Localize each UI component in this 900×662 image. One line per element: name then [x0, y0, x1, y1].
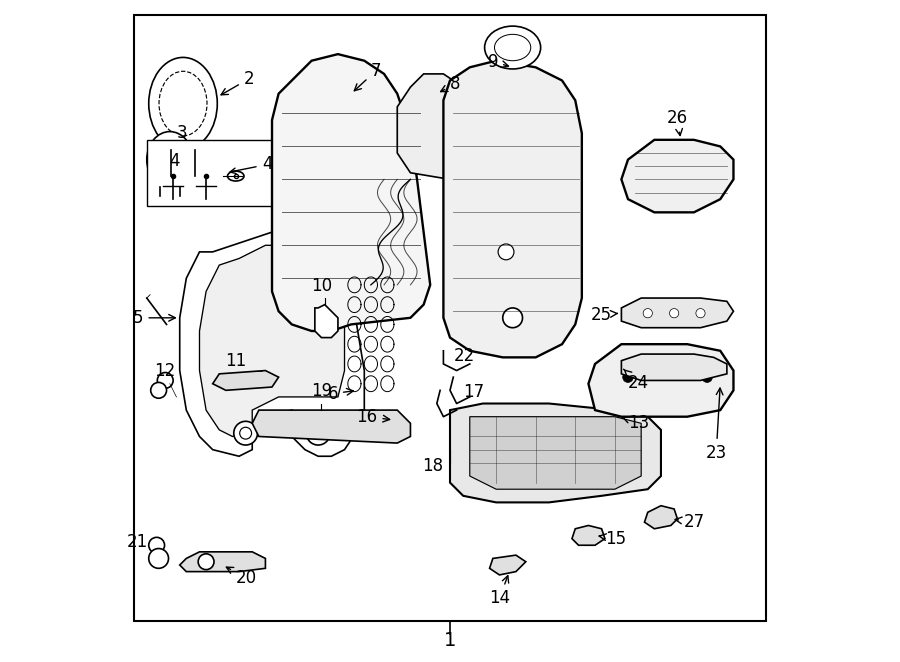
- Text: 9: 9: [488, 52, 508, 71]
- Polygon shape: [490, 555, 526, 575]
- Text: 15: 15: [599, 530, 626, 547]
- Circle shape: [623, 372, 634, 383]
- Polygon shape: [252, 410, 410, 443]
- Polygon shape: [200, 246, 345, 436]
- Ellipse shape: [494, 34, 531, 61]
- Polygon shape: [621, 354, 727, 381]
- Ellipse shape: [147, 132, 193, 187]
- Text: 4: 4: [169, 152, 180, 170]
- Text: 21: 21: [127, 533, 148, 551]
- FancyBboxPatch shape: [133, 15, 767, 621]
- Text: 27: 27: [675, 513, 705, 531]
- Circle shape: [306, 421, 330, 445]
- Polygon shape: [272, 54, 430, 331]
- Text: 18: 18: [422, 457, 444, 475]
- Text: 26: 26: [667, 109, 688, 136]
- Circle shape: [234, 421, 257, 445]
- Circle shape: [150, 383, 166, 399]
- Text: 5: 5: [133, 308, 176, 327]
- Ellipse shape: [228, 171, 244, 181]
- Circle shape: [198, 554, 214, 569]
- Polygon shape: [315, 305, 338, 338]
- Text: 12: 12: [155, 361, 176, 379]
- Text: 22: 22: [454, 347, 474, 365]
- Polygon shape: [212, 371, 279, 391]
- Text: 24: 24: [624, 369, 649, 392]
- Text: 14: 14: [489, 576, 510, 608]
- Text: 20: 20: [227, 567, 256, 587]
- Ellipse shape: [159, 71, 207, 136]
- Text: 16: 16: [356, 408, 390, 426]
- Polygon shape: [180, 232, 364, 456]
- FancyBboxPatch shape: [147, 140, 272, 206]
- Polygon shape: [572, 526, 605, 545]
- Polygon shape: [621, 140, 734, 213]
- Circle shape: [662, 359, 673, 369]
- Circle shape: [158, 373, 173, 389]
- Polygon shape: [470, 416, 641, 489]
- Circle shape: [644, 308, 652, 318]
- Circle shape: [696, 308, 705, 318]
- Text: 17: 17: [464, 383, 484, 401]
- Text: 2: 2: [221, 70, 255, 95]
- Text: 10: 10: [310, 277, 332, 295]
- Circle shape: [148, 549, 168, 568]
- Polygon shape: [444, 61, 581, 357]
- Polygon shape: [180, 552, 266, 571]
- Text: 4: 4: [262, 154, 273, 173]
- Text: 23: 23: [706, 388, 727, 462]
- Ellipse shape: [484, 26, 541, 69]
- Circle shape: [702, 372, 713, 383]
- Polygon shape: [397, 74, 470, 179]
- Text: 7: 7: [355, 62, 382, 91]
- Text: 25: 25: [590, 306, 617, 324]
- Circle shape: [498, 244, 514, 260]
- Circle shape: [239, 427, 252, 439]
- Text: 6: 6: [328, 385, 354, 402]
- Polygon shape: [589, 344, 734, 416]
- Polygon shape: [621, 298, 734, 328]
- Text: 19: 19: [310, 382, 332, 401]
- Circle shape: [503, 308, 523, 328]
- Polygon shape: [644, 506, 678, 529]
- Circle shape: [148, 538, 165, 553]
- Circle shape: [670, 308, 679, 318]
- Ellipse shape: [148, 58, 217, 150]
- Text: 13: 13: [623, 414, 649, 432]
- Circle shape: [312, 427, 324, 439]
- Text: 8: 8: [441, 75, 461, 93]
- Polygon shape: [450, 404, 661, 502]
- Text: 3: 3: [176, 124, 187, 142]
- Text: 1: 1: [444, 632, 456, 650]
- Text: 11: 11: [225, 352, 247, 369]
